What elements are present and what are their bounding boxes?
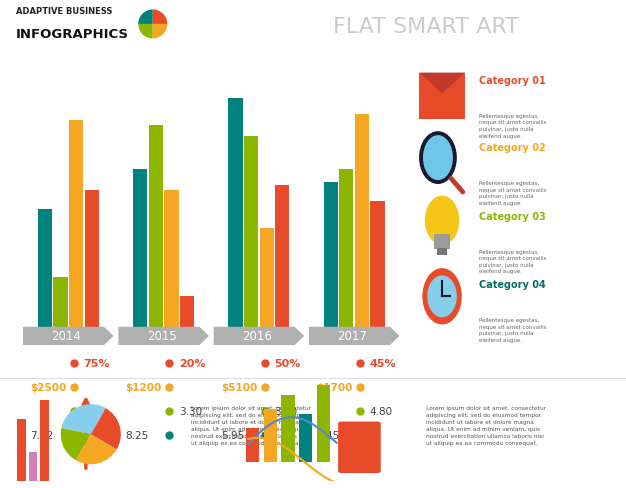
- FancyBboxPatch shape: [419, 73, 464, 120]
- Text: 2015: 2015: [147, 330, 177, 343]
- Text: 2016: 2016: [242, 330, 272, 343]
- Polygon shape: [309, 327, 399, 346]
- Wedge shape: [61, 428, 91, 460]
- Bar: [264, 409, 277, 462]
- Bar: [17, 419, 26, 481]
- Bar: [53, 278, 68, 332]
- Bar: [244, 137, 258, 332]
- Text: 3.60: 3.60: [274, 407, 297, 416]
- Circle shape: [423, 269, 461, 324]
- Circle shape: [421, 134, 455, 183]
- Text: $2500: $2500: [30, 382, 66, 392]
- Bar: [275, 185, 289, 332]
- Text: 8.25: 8.25: [125, 430, 149, 441]
- Text: 5.95: 5.95: [221, 430, 244, 441]
- Polygon shape: [118, 327, 209, 346]
- Text: Pellentesque egestas,
neque sit amet convallis
pulvinar, justo nulla
eleifend au: Pellentesque egestas, neque sit amet con…: [480, 181, 546, 205]
- Text: Category 04: Category 04: [480, 280, 546, 290]
- Text: 20%: 20%: [179, 358, 205, 368]
- Text: ADAPTIVE BUSINESS: ADAPTIVE BUSINESS: [16, 7, 112, 16]
- Bar: [133, 169, 147, 332]
- Bar: [371, 202, 384, 332]
- Text: 45%: 45%: [369, 358, 396, 368]
- Bar: [282, 395, 295, 462]
- Text: 50%: 50%: [274, 358, 300, 368]
- Bar: [38, 210, 52, 332]
- Bar: [324, 183, 338, 332]
- Text: 2017: 2017: [337, 330, 367, 343]
- Polygon shape: [419, 73, 464, 94]
- FancyBboxPatch shape: [434, 234, 450, 249]
- Wedge shape: [153, 10, 167, 25]
- Bar: [180, 297, 194, 332]
- Circle shape: [426, 197, 459, 244]
- FancyBboxPatch shape: [437, 248, 447, 255]
- Bar: [317, 386, 330, 462]
- Wedge shape: [61, 405, 106, 434]
- Bar: [355, 115, 369, 332]
- Polygon shape: [23, 327, 113, 346]
- Text: 3.30: 3.30: [179, 407, 202, 416]
- Wedge shape: [138, 10, 153, 25]
- Text: 2014: 2014: [51, 330, 81, 343]
- Bar: [29, 452, 38, 481]
- Text: Pellentesque egestas,
neque sit amet convallis
pulvinar, justo nulla
eleifend au: Pellentesque egestas, neque sit amet con…: [480, 114, 546, 139]
- Bar: [260, 229, 274, 332]
- Bar: [149, 126, 163, 332]
- Text: Category 02: Category 02: [480, 143, 546, 153]
- Bar: [246, 428, 259, 462]
- Wedge shape: [138, 25, 153, 40]
- Text: Lorem ipsum dolor sit amet, consectetur
adipiscing elit, sed do eiusmod tempor
i: Lorem ipsum dolor sit amet, consectetur …: [426, 405, 546, 445]
- Text: $5100: $5100: [221, 382, 257, 392]
- Bar: [165, 191, 178, 332]
- Bar: [69, 121, 83, 332]
- Bar: [228, 99, 243, 332]
- Text: Lorem ipsum dolor sit amet, consectetur
adipiscing elit, sed do eiusmod tempor
i: Lorem ipsum dolor sit amet, consectetur …: [191, 405, 311, 445]
- Text: Pellentesque egestas,
neque sit amet convallis
pulvinar, justo nulla
eleifend au: Pellentesque egestas, neque sit amet con…: [480, 318, 546, 342]
- Text: $1700: $1700: [316, 382, 352, 392]
- Wedge shape: [76, 434, 117, 464]
- Wedge shape: [153, 25, 167, 40]
- Text: Pellentesque egestas,
neque sit amet convallis
pulvinar, justo nulla
eleifend au: Pellentesque egestas, neque sit amet con…: [480, 249, 546, 274]
- Text: 6.45: 6.45: [316, 430, 339, 441]
- Bar: [339, 169, 354, 332]
- Circle shape: [428, 277, 456, 317]
- Text: 4.80: 4.80: [369, 407, 393, 416]
- Text: INFOGRAPHICS: INFOGRAPHICS: [16, 28, 129, 41]
- Bar: [299, 414, 312, 462]
- Text: 1.50: 1.50: [84, 407, 106, 416]
- Text: Category 01: Category 01: [480, 76, 546, 86]
- Text: $1200: $1200: [125, 382, 162, 392]
- FancyBboxPatch shape: [338, 422, 381, 473]
- Text: FLAT SMART ART: FLAT SMART ART: [333, 17, 518, 37]
- Polygon shape: [213, 327, 304, 346]
- Wedge shape: [91, 408, 121, 449]
- Text: 75%: 75%: [84, 358, 110, 368]
- Bar: [85, 191, 99, 332]
- Bar: [40, 400, 49, 481]
- Text: Category 03: Category 03: [480, 211, 546, 222]
- Text: 7.12: 7.12: [30, 430, 53, 441]
